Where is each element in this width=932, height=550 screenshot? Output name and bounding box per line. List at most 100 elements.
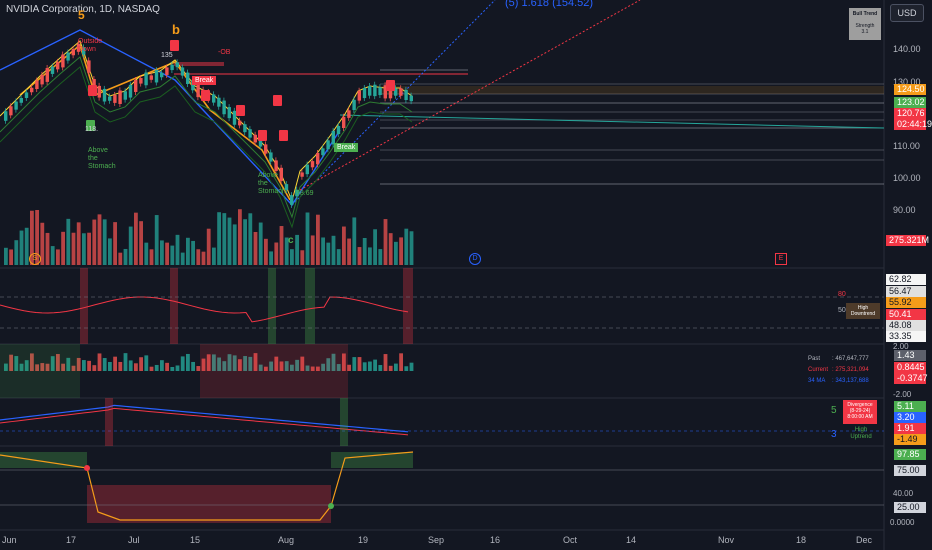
volume-bar <box>40 222 45 265</box>
candle-body <box>66 52 70 61</box>
stoch-dot <box>84 465 90 471</box>
candle-body <box>160 72 164 78</box>
histogram-bar <box>206 354 211 371</box>
price-tick: 140.00 <box>893 44 921 54</box>
ma-label: 34 MA <box>808 378 826 384</box>
panel-separators <box>0 0 885 550</box>
price-tick: 90.00 <box>893 205 916 215</box>
volume-bar <box>321 237 325 265</box>
event-circle-s[interactable]: S <box>29 253 41 265</box>
histogram-bar <box>399 353 403 371</box>
time-label: Jul <box>128 535 140 545</box>
candlesticks <box>4 40 413 208</box>
histogram-bar <box>123 353 128 371</box>
volume-bar <box>248 213 253 265</box>
histogram-bar <box>24 360 29 371</box>
time-label: Jun <box>2 535 17 545</box>
candle-body <box>362 87 367 99</box>
volume-bar <box>45 232 50 265</box>
volume-bar <box>336 249 341 265</box>
candle-body <box>284 184 289 190</box>
candle-body <box>388 85 393 99</box>
event-box-e[interactable]: E <box>775 253 787 265</box>
bull-trend-badge: Bull Trend Strength 3.1 <box>849 8 881 40</box>
histogram-bar <box>326 358 331 371</box>
volume-bar <box>30 210 34 265</box>
candle-body <box>149 75 153 80</box>
osc1-badge: High Downtrend <box>846 303 880 319</box>
histogram-bar <box>40 363 45 371</box>
histogram-bar <box>404 366 409 371</box>
price-tag-120: 120.76 <box>894 108 926 119</box>
candle-body <box>217 97 221 107</box>
volume-bar <box>264 238 268 265</box>
chart-markers <box>84 40 395 509</box>
candle-body <box>14 101 18 110</box>
currency-button[interactable]: USD <box>890 4 924 22</box>
histogram-bar <box>154 364 159 371</box>
bull-zone <box>0 344 80 398</box>
candle-body <box>383 85 387 99</box>
elliott-wave-line <box>0 29 341 207</box>
volume-bar <box>290 249 294 265</box>
time-label: 15 <box>190 535 201 545</box>
candle-body <box>56 61 60 70</box>
volume-bar <box>347 238 351 265</box>
volume-bar <box>87 232 91 265</box>
volume-bar <box>201 251 206 265</box>
time-label: Sep <box>428 535 445 545</box>
divergence-line-2: (8-29-24) <box>849 408 871 414</box>
volume-bar <box>113 222 117 265</box>
histogram-bar <box>290 364 294 371</box>
event-circle-d[interactable]: D <box>469 253 481 265</box>
volume-bar <box>144 242 149 265</box>
candle-body <box>243 124 247 133</box>
candle-body <box>35 80 39 90</box>
candle-body <box>279 167 283 181</box>
histogram-bar <box>227 354 232 371</box>
volume-bar <box>61 231 65 265</box>
badge-line-3: 3.1 <box>861 29 869 35</box>
wave-path-orange <box>19 43 291 201</box>
volume-bars <box>4 209 414 371</box>
volume-bar <box>258 222 263 265</box>
histogram-bar <box>264 366 268 371</box>
trend-lines <box>0 0 885 229</box>
histogram-bar <box>87 360 91 371</box>
overbought-fill <box>0 452 87 468</box>
symbol-title[interactable]: NVIDIA Corporation, 1D, NASDAQ <box>6 4 160 15</box>
histogram-bar <box>186 353 190 371</box>
histogram-bar <box>139 357 143 371</box>
candle-body <box>357 90 361 101</box>
candle-body <box>232 110 237 125</box>
volume-bar <box>399 237 403 265</box>
macd-line <box>0 404 409 433</box>
candle-body <box>404 89 408 101</box>
volume-bar <box>4 247 8 265</box>
volume-bar <box>92 219 97 265</box>
candle-body <box>368 85 372 96</box>
histogram-bar <box>201 358 206 371</box>
candle-body <box>4 111 8 121</box>
time-axis[interactable]: Jun 17 Jul 15 Aug 19 Sep 16 Oct 14 Nov 18 Dec <box>0 533 884 550</box>
histogram-bar <box>165 362 169 371</box>
time-label: 16 <box>490 535 501 545</box>
signal-zone <box>268 268 276 344</box>
histogram-bar <box>144 355 149 371</box>
osc1-tag: 62.82 <box>886 274 926 285</box>
ob-zone <box>380 86 884 94</box>
candle-body <box>61 54 65 68</box>
badge-line-1: Bull Trend <box>852 11 878 17</box>
osc1-tag: 55.92 <box>886 297 926 308</box>
histogram-bar <box>14 356 19 371</box>
high-uptrend-line-2: Uptrend <box>850 434 872 440</box>
candle-body <box>258 141 263 147</box>
volume-bar <box>357 247 362 265</box>
candle-body <box>9 106 13 116</box>
candle-body <box>170 64 174 71</box>
histogram-bar <box>258 364 263 371</box>
candle-body <box>165 67 169 75</box>
time-label: Oct <box>563 535 578 545</box>
candle-body <box>399 88 403 96</box>
